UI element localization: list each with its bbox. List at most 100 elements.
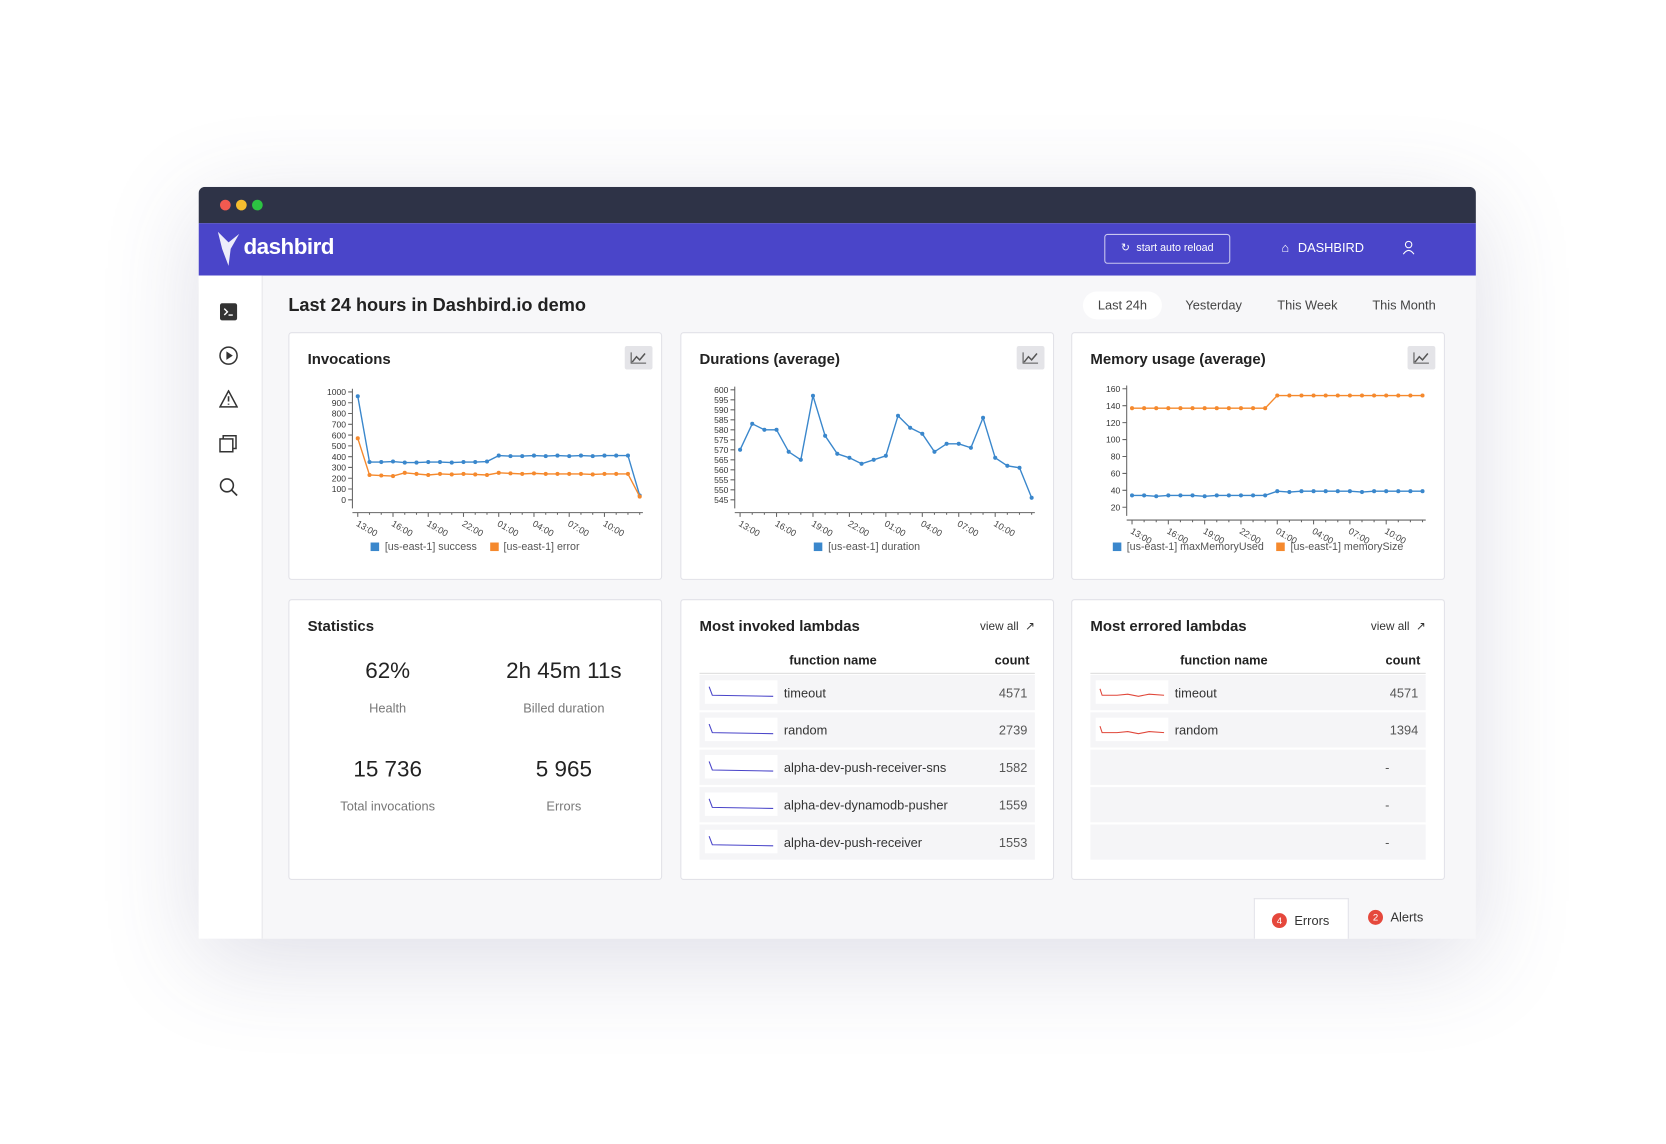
range-tab[interactable]: This Month [1372, 297, 1436, 313]
count: 4571 [1389, 685, 1419, 701]
view-all-link[interactable]: view all ↗ [1371, 619, 1426, 633]
chart-toggle-button[interactable] [1016, 346, 1045, 370]
data-point [835, 451, 840, 456]
data-point [1384, 393, 1389, 398]
data-point [402, 470, 407, 475]
data-point [1202, 406, 1207, 411]
data-point [1359, 393, 1365, 398]
legend-item[interactable]: [us-east-1] memorySize [1276, 541, 1403, 553]
footer-tab[interactable]: 2 Alerts [1351, 898, 1446, 939]
user-icon[interactable] [1402, 240, 1415, 255]
data-point [1323, 489, 1328, 494]
table-row[interactable]: alpha-dev-push-receiver-sns 1582 [699, 749, 1035, 785]
data-point [437, 471, 443, 476]
search-icon[interactable] [219, 477, 238, 497]
data-point [981, 415, 986, 420]
data-point [1202, 494, 1207, 499]
data-point [355, 394, 360, 399]
data-point [449, 460, 454, 465]
data-point [1408, 393, 1413, 398]
chart-toggle-button[interactable] [1407, 346, 1436, 370]
card-title: Statistics [307, 617, 375, 635]
y-tick-label: 60 [1111, 469, 1121, 479]
legend-item[interactable]: [us-east-1] duration [814, 541, 920, 553]
logo-icon [217, 231, 240, 266]
range-tab[interactable]: Yesterday [1185, 297, 1242, 313]
series-line [739, 395, 1033, 499]
title-bar [198, 186, 1476, 224]
data-point [567, 471, 572, 476]
data-point [1323, 393, 1328, 398]
alert-icon[interactable] [218, 389, 239, 409]
terminal-icon[interactable] [219, 302, 238, 321]
data-point [1347, 489, 1352, 494]
stat-label: Total invocations [340, 798, 436, 814]
chart-toggle-button[interactable] [624, 346, 653, 370]
data-point [426, 460, 431, 465]
legend-item[interactable]: [us-east-1] success [370, 541, 477, 553]
table-row[interactable]: random 2739 [699, 712, 1035, 748]
data-point [1251, 406, 1256, 411]
data-point [543, 471, 548, 476]
view-all-label: view all [980, 620, 1019, 634]
play-icon[interactable] [219, 346, 238, 365]
table-row[interactable]: timeout 4571 [1090, 674, 1426, 711]
brand[interactable]: dashbird [243, 234, 334, 260]
external-icon: ↗ [1024, 620, 1035, 634]
legend-item[interactable]: [us-east-1] maxMemoryUsed [1112, 541, 1264, 554]
header-rule [1090, 672, 1426, 674]
close-dot[interactable] [219, 199, 231, 211]
function-name: timeout [1174, 685, 1217, 701]
data-point [920, 431, 925, 436]
y-tick-label: 590 [714, 405, 728, 415]
data-point [1396, 393, 1401, 398]
data-point [1372, 489, 1377, 494]
data-point [1017, 465, 1022, 470]
range-tab[interactable]: Last 24h [1082, 291, 1162, 320]
table-card: Most invoked lambdas view all ↗ function na… [680, 599, 1055, 880]
y-tick-label: 200 [332, 473, 346, 483]
maximize-dot[interactable] [252, 199, 263, 211]
count: 1582 [998, 760, 1028, 776]
stack-icon[interactable] [219, 434, 238, 453]
stat-value: 5 965 [535, 757, 592, 782]
legend-label: [us-east-1] maxMemoryUsed [1126, 541, 1264, 554]
sparkline [1095, 680, 1169, 704]
sparkline [704, 829, 778, 854]
stat-label: Errors [546, 798, 582, 814]
data-point [1408, 489, 1413, 494]
table-row[interactable]: random 1394 [1090, 712, 1426, 748]
data-point [1251, 493, 1256, 498]
data-point [1275, 393, 1280, 398]
data-point [484, 459, 490, 464]
legend-item[interactable]: [us-east-1] error [489, 541, 580, 553]
view-all-link[interactable]: view all ↗ [980, 619, 1035, 633]
account-link[interactable]: ⌂ DASHBIRD [1282, 240, 1365, 255]
table-row[interactable]: alpha-dev-push-receiver 1553 [699, 824, 1035, 860]
data-point [798, 457, 803, 462]
sparkline [704, 792, 778, 816]
data-point [578, 471, 583, 476]
sparkline-line [708, 686, 774, 697]
data-point [614, 471, 619, 476]
footer-tab[interactable]: 4 Errors [1253, 898, 1349, 939]
data-point [531, 453, 537, 458]
data-point [1335, 489, 1340, 494]
auto-reload-button[interactable]: ↻ start auto reload [1104, 233, 1231, 264]
data-point [449, 472, 454, 477]
data-point [578, 453, 583, 458]
browser-window: dashbird ↻ start auto reload ⌂ DASHBIRD La… [198, 186, 1476, 939]
data-point [484, 472, 490, 478]
stat-value: 62% [365, 658, 411, 684]
x-tick-label: 10:00 [601, 519, 626, 539]
data-point [1226, 493, 1231, 498]
minimize-dot[interactable] [236, 199, 247, 211]
range-tab[interactable]: This Week [1277, 297, 1338, 313]
data-point [993, 455, 998, 460]
data-point [473, 472, 478, 477]
chart-card: Invocations 0 100 200 300 400 500 600 700 800 900 1… [288, 332, 663, 580]
table-row[interactable]: timeout 4571 [699, 674, 1035, 711]
table-row[interactable]: alpha-dev-dynamodb-pusher 1559 [699, 787, 1035, 823]
trend-icon [1413, 352, 1429, 364]
